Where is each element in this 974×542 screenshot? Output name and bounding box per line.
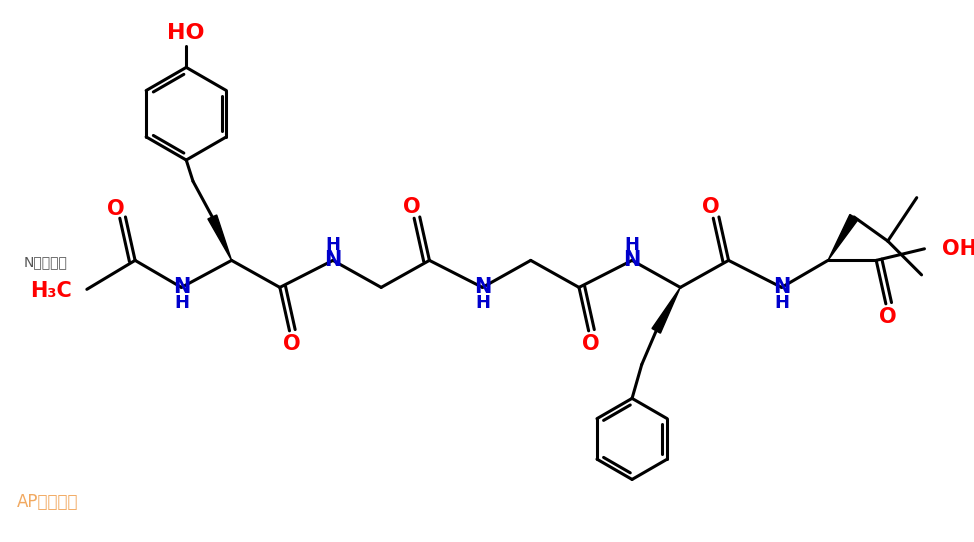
Text: O: O	[403, 197, 421, 217]
Text: N: N	[773, 278, 790, 298]
Text: N: N	[172, 278, 190, 298]
Text: N: N	[473, 278, 491, 298]
Polygon shape	[207, 215, 232, 260]
Text: O: O	[107, 199, 125, 220]
Polygon shape	[652, 287, 680, 333]
Text: O: O	[879, 307, 897, 327]
Text: H: H	[774, 294, 789, 312]
Text: O: O	[702, 197, 720, 217]
Text: N端乙酰化: N端乙酰化	[24, 255, 68, 269]
Text: H: H	[174, 294, 189, 312]
Text: AP专肽生物: AP专肽生物	[18, 493, 79, 511]
Text: HO: HO	[168, 23, 205, 43]
Text: H: H	[475, 294, 490, 312]
Text: O: O	[581, 334, 599, 354]
Text: N: N	[324, 250, 342, 270]
Text: H₃C: H₃C	[29, 281, 71, 301]
Polygon shape	[828, 215, 858, 260]
Text: H: H	[624, 236, 640, 254]
Text: N: N	[623, 250, 641, 270]
Text: O: O	[282, 334, 300, 354]
Text: H: H	[325, 236, 341, 254]
Text: OH: OH	[942, 239, 974, 259]
